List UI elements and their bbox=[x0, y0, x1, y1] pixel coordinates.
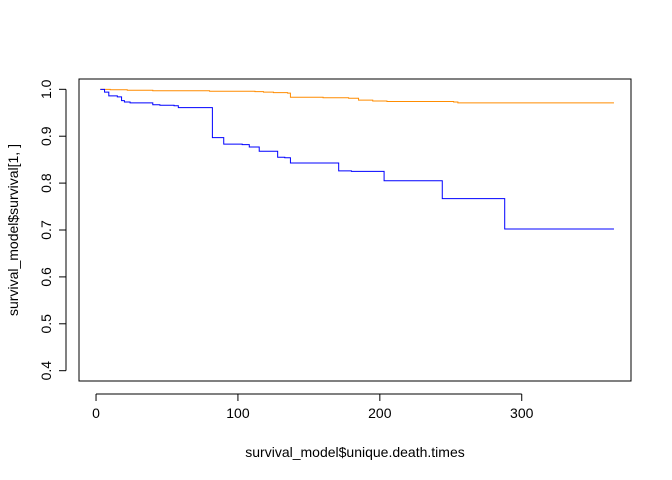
y-tick-label: 0.4 bbox=[38, 361, 54, 381]
series-2-line bbox=[100, 88, 614, 230]
y-axis: 0.4 0.5 0.6 0.7 0.8 0.9 1.0 bbox=[38, 79, 67, 381]
x-axis: 0 100 200 300 bbox=[92, 393, 534, 421]
x-tick-label: 0 bbox=[92, 405, 100, 421]
y-tick-label: 0.6 bbox=[38, 267, 54, 287]
x-tick-label: 100 bbox=[226, 405, 250, 421]
series-1-line bbox=[100, 88, 614, 104]
x-axis-title: survival_model$unique.death.times bbox=[245, 444, 464, 460]
y-tick-label: 0.5 bbox=[38, 314, 54, 334]
x-tick-label: 200 bbox=[368, 405, 392, 421]
y-tick-label: 0.8 bbox=[38, 173, 54, 193]
y-tick-label: 1.0 bbox=[38, 79, 54, 99]
y-tick-label: 0.9 bbox=[38, 126, 54, 146]
series-layer bbox=[100, 88, 614, 230]
x-tick-label: 300 bbox=[510, 405, 534, 421]
y-axis-title: survival_model$survival[1, ] bbox=[5, 144, 21, 316]
plot-frame bbox=[78, 78, 632, 382]
y-tick-label: 0.7 bbox=[38, 220, 54, 240]
